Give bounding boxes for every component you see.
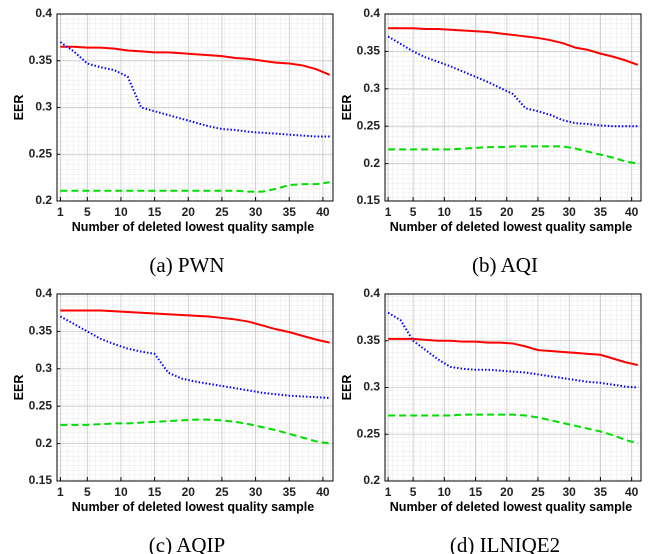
x-tick-label: 20 — [500, 485, 514, 499]
x-tick-label: 15 — [148, 485, 162, 499]
series-line — [59, 41, 330, 138]
x-tick-label: 35 — [283, 205, 297, 219]
x-tick-label: 10 — [438, 205, 452, 219]
x-tick-label: 30 — [249, 205, 263, 219]
x-tick-label: 25 — [531, 485, 545, 499]
y-tick-label: 0.35 — [357, 333, 381, 347]
series-line — [387, 35, 638, 128]
plot-area — [57, 294, 333, 481]
x-tick-label: 5 — [84, 485, 91, 499]
x-tick-label: 25 — [215, 485, 229, 499]
x-tick-label: 15 — [469, 205, 483, 219]
y-tick-label: 0.25 — [357, 426, 381, 440]
series-line — [388, 27, 639, 66]
plot-frame — [384, 13, 642, 202]
x-tick-label: 35 — [594, 485, 608, 499]
x-tick-label: 30 — [563, 485, 577, 499]
y-tick-label: 0.2 — [363, 473, 380, 487]
x-axis-label: Number of deleted lowest quality sample — [72, 220, 314, 234]
x-tick-label: 15 — [469, 485, 483, 499]
x-tick-label: 5 — [84, 205, 91, 219]
x-tick-label: 40 — [316, 205, 330, 219]
x-tick-label: 30 — [563, 205, 577, 219]
y-tick-label: 0.4 — [35, 286, 52, 300]
caption: (b) AQI — [472, 253, 538, 277]
series-line — [388, 145, 639, 165]
y-tick-label: 0.35 — [29, 53, 53, 67]
y-tick-label: 0.3 — [363, 81, 380, 95]
x-tick-label: 30 — [249, 485, 263, 499]
x-tick-label: 10 — [114, 485, 128, 499]
x-tick-label: 1 — [385, 205, 392, 219]
x-tick-label: 20 — [182, 485, 196, 499]
series-line — [388, 337, 639, 367]
caption: (a) PWN — [149, 253, 224, 277]
x-tick-label: 40 — [625, 205, 639, 219]
series-line — [60, 418, 330, 445]
x-tick-label: 35 — [283, 485, 297, 499]
y-tick-label: 0.25 — [357, 118, 381, 132]
y-tick-label: 0.3 — [35, 100, 52, 114]
caption: (d) ILNIQE2 — [450, 533, 560, 554]
x-tick-label: 25 — [215, 205, 229, 219]
x-tick-label: 20 — [500, 205, 514, 219]
plot-frame — [56, 13, 334, 202]
plot-frame — [56, 293, 334, 482]
y-tick-label: 0.15 — [29, 473, 53, 487]
y-tick-label: 0.25 — [29, 398, 53, 412]
plot-frame — [384, 293, 642, 482]
x-tick-label: 35 — [594, 205, 608, 219]
series-line — [388, 413, 639, 445]
x-axis-label: Number of deleted lowest quality sample — [72, 500, 314, 514]
y-axis-label: EER — [12, 375, 26, 401]
series-line — [60, 45, 331, 76]
x-tick-label: 1 — [57, 485, 64, 499]
x-axis-label: Number of deleted lowest quality sample — [390, 500, 632, 514]
y-tick-label: 0.3 — [35, 361, 52, 375]
plot-area — [385, 14, 641, 201]
y-tick-label: 0.4 — [363, 6, 380, 20]
series-line — [387, 311, 638, 389]
x-tick-label: 20 — [182, 205, 196, 219]
y-axis-label: EER — [340, 95, 354, 121]
y-tick-label: 0.2 — [35, 193, 52, 207]
x-tick-label: 5 — [410, 205, 417, 219]
y-tick-label: 0.3 — [363, 380, 380, 394]
x-tick-label: 10 — [114, 205, 128, 219]
x-tick-label: 5 — [410, 485, 417, 499]
y-axis-label: EER — [12, 95, 26, 121]
y-tick-label: 0.35 — [29, 324, 53, 338]
caption: (c) AQIP — [149, 533, 225, 554]
y-axis-label: EER — [340, 375, 354, 401]
x-tick-label: 10 — [438, 485, 452, 499]
y-tick-label: 0.15 — [357, 193, 381, 207]
x-tick-label: 1 — [385, 485, 392, 499]
x-axis-label: Number of deleted lowest quality sample — [390, 220, 632, 234]
series-line — [60, 309, 330, 344]
x-tick-label: 15 — [148, 205, 162, 219]
x-tick-label: 40 — [316, 485, 330, 499]
x-tick-label: 1 — [57, 205, 64, 219]
y-tick-label: 0.4 — [363, 286, 380, 300]
y-tick-label: 0.25 — [29, 146, 53, 160]
y-tick-label: 0.4 — [35, 6, 52, 20]
y-tick-label: 0.35 — [357, 44, 381, 58]
series-line — [60, 181, 330, 193]
x-tick-label: 25 — [531, 205, 545, 219]
x-tick-label: 40 — [625, 485, 639, 499]
y-tick-label: 0.2 — [363, 156, 380, 170]
y-tick-label: 0.2 — [35, 436, 52, 450]
